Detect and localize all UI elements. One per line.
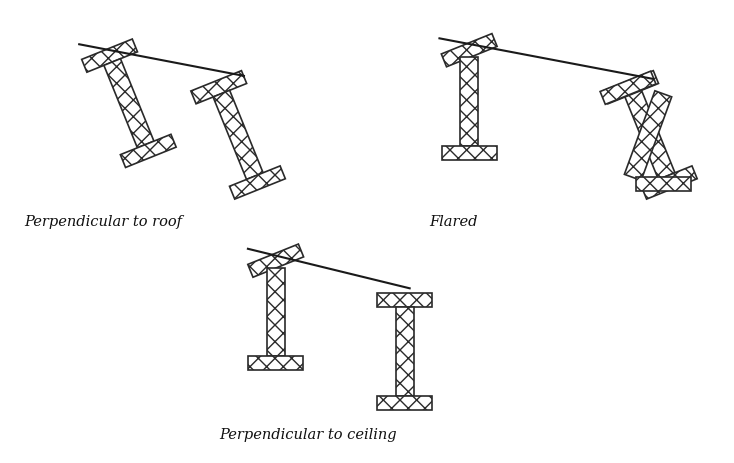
Polygon shape [396,307,414,396]
Text: Perpendicular to ceiling: Perpendicular to ceiling [219,427,397,441]
Polygon shape [441,35,497,68]
Polygon shape [625,92,672,181]
Text: Perpendicular to roof: Perpendicular to roof [25,215,183,229]
Polygon shape [603,71,658,105]
Polygon shape [642,167,697,200]
Polygon shape [636,178,691,192]
Polygon shape [460,58,478,147]
Polygon shape [377,396,432,410]
Polygon shape [230,167,286,200]
Polygon shape [248,357,303,370]
Polygon shape [213,91,263,180]
Polygon shape [377,294,432,307]
Text: Flared: Flared [429,215,478,229]
Polygon shape [600,72,656,105]
Polygon shape [191,71,247,105]
Polygon shape [120,135,176,168]
Polygon shape [104,60,154,149]
Polygon shape [625,91,675,180]
Polygon shape [248,244,304,278]
Polygon shape [442,147,496,161]
Polygon shape [81,40,137,73]
Polygon shape [266,268,285,357]
